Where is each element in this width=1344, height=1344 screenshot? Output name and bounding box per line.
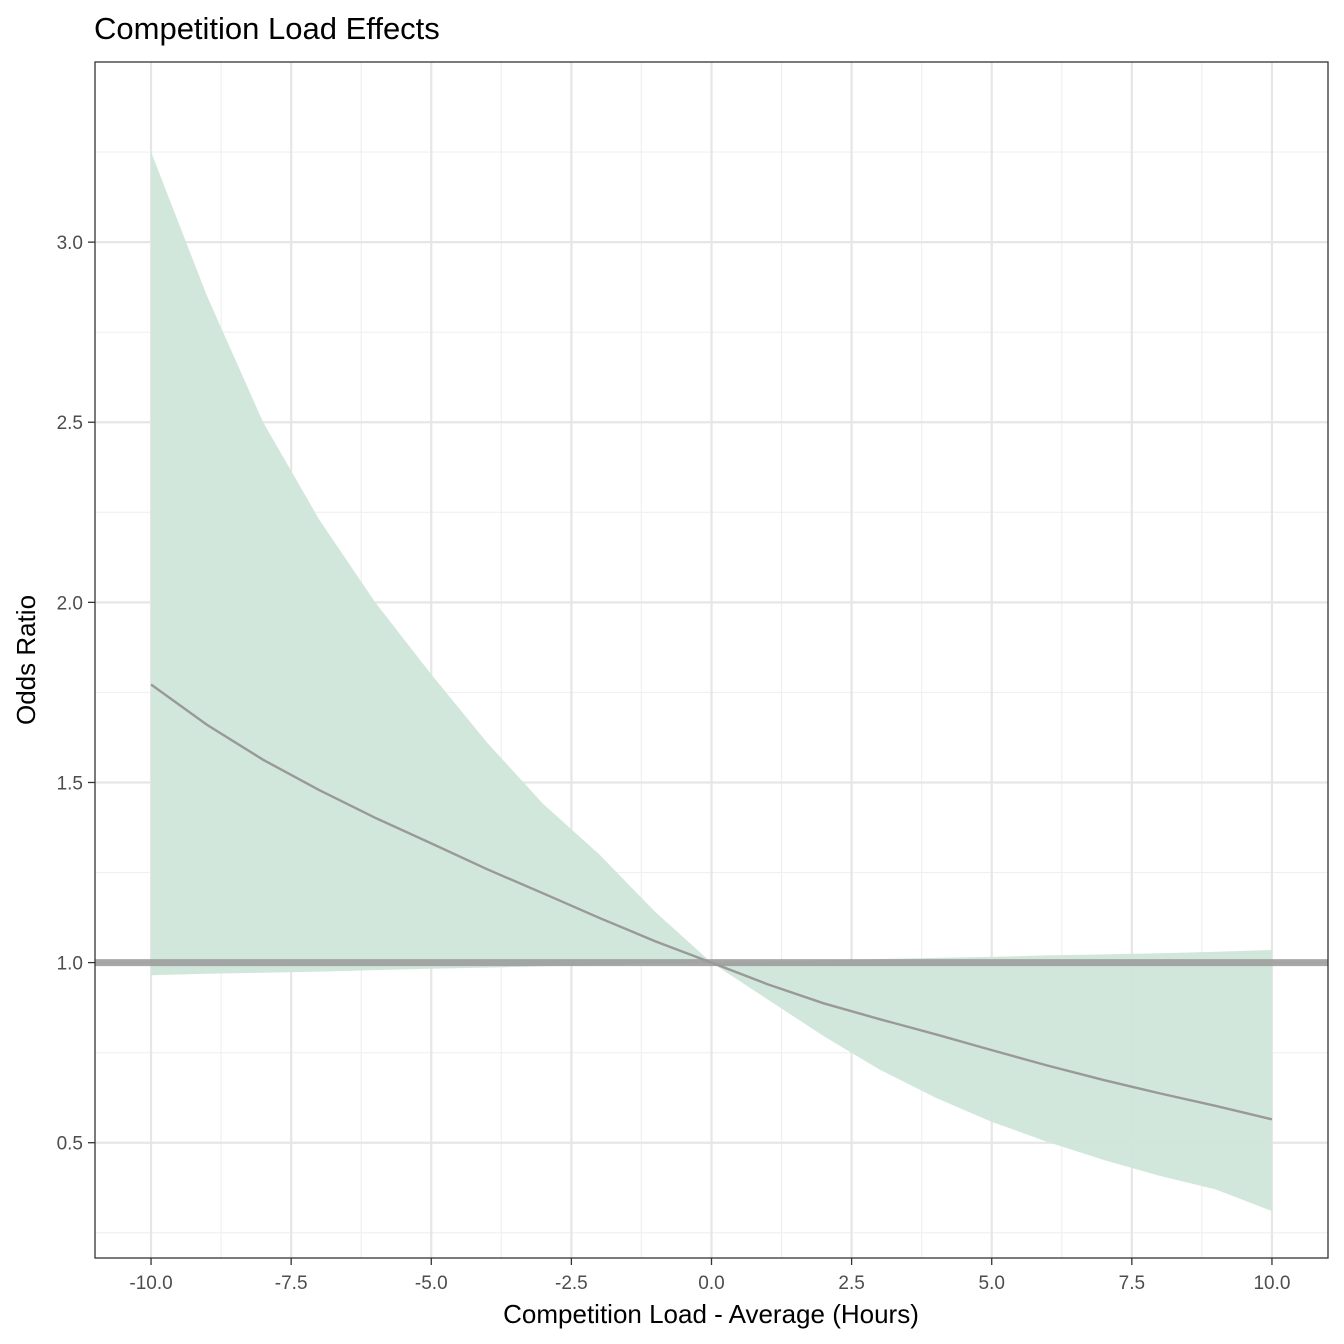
x-axis: -10.0 -7.5 -5.0 -2.5 0.0 2.5 5.0 7.5 10.0 xyxy=(129,1258,1290,1294)
x-tick-label: 2.5 xyxy=(838,1273,864,1294)
y-tick-label: 2.0 xyxy=(57,593,83,614)
y-tick-label: 1.0 xyxy=(57,954,83,975)
data-layer xyxy=(95,152,1328,1212)
y-axis: 0.5 1.0 1.5 2.0 2.5 3.0 xyxy=(57,233,95,1155)
x-tick-label: -2.5 xyxy=(555,1273,588,1294)
y-tick-label: 3.0 xyxy=(57,233,83,254)
confidence-ribbon xyxy=(151,152,1272,1212)
y-tick-label: 0.5 xyxy=(57,1134,83,1155)
x-axis-title: Competition Load - Average (Hours) xyxy=(503,1299,919,1329)
y-axis-title: Odds Ratio xyxy=(11,595,41,725)
x-tick-label: 10.0 xyxy=(1253,1273,1290,1294)
chart-title: Competition Load Effects xyxy=(94,11,440,46)
y-tick-label: 1.5 xyxy=(57,773,83,794)
x-tick-label: -5.0 xyxy=(415,1273,448,1294)
y-tick-label: 2.5 xyxy=(57,413,83,434)
x-tick-label: -7.5 xyxy=(275,1273,308,1294)
x-tick-label: 7.5 xyxy=(1119,1273,1145,1294)
x-tick-label: -10.0 xyxy=(129,1273,172,1294)
x-tick-label: 5.0 xyxy=(979,1273,1005,1294)
x-tick-label: 0.0 xyxy=(698,1273,724,1294)
estimate-line xyxy=(150,683,1273,1121)
